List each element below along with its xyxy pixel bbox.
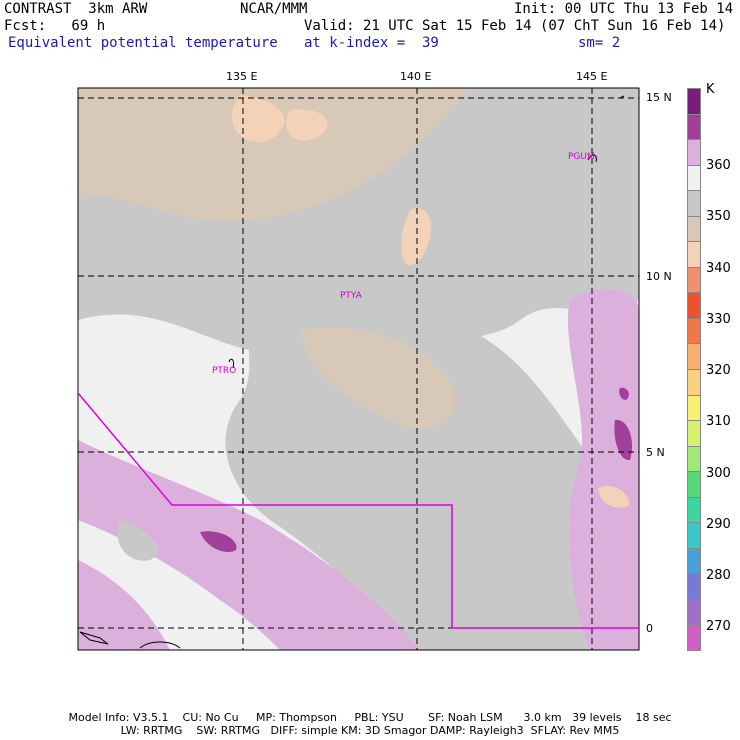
colorbar-swatch [687, 317, 701, 345]
colorbar-label: 290 [706, 517, 731, 532]
colorbar-label: 340 [706, 261, 731, 276]
colorbar-swatch [687, 496, 701, 524]
field-name: Equivalent potential temperature [8, 35, 278, 51]
model-info-line2: LW: RRTMG SW: RRTMG DIFF: simple KM: 3D … [120, 724, 620, 737]
colorbar-label: 270 [706, 619, 731, 634]
station-label: PGUM [568, 152, 595, 162]
colorbar-swatch [687, 624, 701, 651]
boundary-line [77, 392, 639, 629]
colorbar-label: 300 [706, 466, 731, 481]
colorbar-swatch [687, 113, 701, 141]
init-time: Init: 00 UTC Thu 13 Feb 14 [514, 1, 734, 17]
coastlines [79, 95, 625, 649]
colorbar-label: 360 [706, 158, 731, 173]
valid-time: Valid: 21 UTC Sat 15 Feb 14 (07 ChT Sun … [304, 18, 726, 34]
colorbar-label: 310 [706, 414, 731, 429]
colorbar-swatch [687, 164, 701, 192]
colorbar-swatch [687, 241, 701, 268]
lat-label-0: 0 [646, 622, 653, 635]
colorbar-label: 280 [706, 568, 731, 583]
colorbar-swatch [687, 88, 701, 115]
colorbar-swatch [687, 369, 701, 396]
colorbar-swatch [687, 190, 701, 217]
colorbar-swatch [687, 598, 701, 626]
colorbar-swatch [687, 343, 701, 370]
colorbar-label: 350 [706, 209, 731, 224]
lat-label-5n: 5 N [646, 446, 665, 459]
smoothing: sm= 2 [578, 35, 621, 51]
colorbar-swatch [687, 394, 701, 422]
colorbar-label: 330 [706, 312, 731, 327]
station-label: PTYA [340, 291, 362, 301]
lat-label-15n: 15 N [646, 91, 672, 104]
org-name: NCAR/MMM [240, 1, 308, 17]
station-label: PTRO [212, 366, 237, 376]
colorbar-swatch [687, 139, 701, 166]
colorbar-swatch [687, 215, 701, 243]
colorbar-swatch [687, 292, 701, 319]
graticule [78, 88, 639, 650]
model-title: CONTRAST 3km ARW [4, 1, 148, 17]
colorbar-swatch [687, 420, 701, 447]
colorbar-swatch [687, 445, 701, 473]
forecast-hour: Fcst: 69 h [4, 18, 106, 34]
colorbar-label: 320 [706, 363, 731, 378]
level-index: at k-index = 39 [304, 35, 439, 51]
lon-label-140: 140 E [400, 70, 432, 83]
theta-e-field [78, 88, 639, 650]
lon-label-145: 145 E [576, 70, 608, 83]
colorbar-swatch [687, 266, 701, 294]
model-info-line1: Model Info: V3.5.1 CU: No Cu MP: Thompso… [68, 711, 672, 724]
colorbar-swatch [687, 547, 701, 575]
colorbar-swatch [687, 573, 701, 600]
colorbar-swatch [687, 471, 701, 498]
colorbar-unit: K [706, 82, 715, 97]
colorbar-swatch [687, 522, 701, 549]
lat-label-10n: 10 N [646, 270, 672, 283]
lon-label-135: 135 E [226, 70, 258, 83]
